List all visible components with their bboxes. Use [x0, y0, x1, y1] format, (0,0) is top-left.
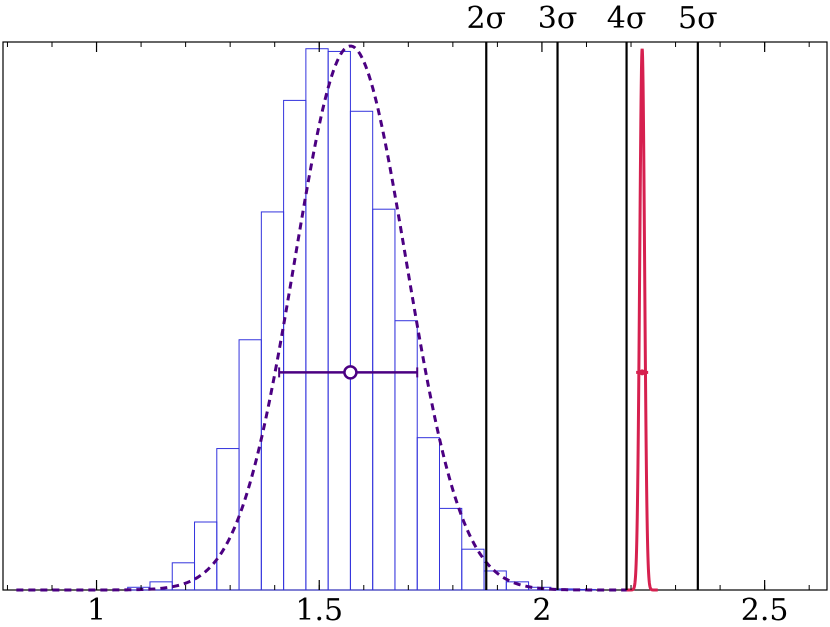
- x-tick-label: 1: [87, 593, 106, 627]
- sigma-label: 4σ: [607, 1, 647, 36]
- x-tick-label: 2: [532, 593, 551, 627]
- plot-frame: [2, 41, 828, 591]
- histogram-bar: [349, 110, 374, 591]
- x-tick-label: 2.5: [741, 593, 789, 627]
- histogram-bar: [572, 588, 596, 591]
- histogram-bar: [216, 448, 240, 591]
- histogram-bar: [461, 548, 485, 591]
- histogram-bar: [260, 211, 285, 591]
- measurement-curve: [626, 48, 658, 592]
- sigma-label: 5σ: [678, 1, 718, 36]
- sigma-lines: 2σ 3σ 4σ 5σ: [466, 1, 718, 590]
- fit-mean-marker: [343, 365, 358, 380]
- measurement-peak: [626, 48, 658, 592]
- x-tick-label: 1.5: [295, 593, 343, 627]
- histogram-bar: [372, 208, 396, 591]
- sigma-label: 2σ: [466, 1, 506, 36]
- gaussian-fit: [16, 44, 632, 592]
- histogram-bar: [416, 437, 440, 591]
- histogram-bar: [394, 320, 418, 591]
- sigma-label: 3σ: [538, 1, 578, 36]
- histogram-bar: [327, 50, 351, 591]
- x-axis-ticks: 1 1.5 2 2.5: [6, 42, 810, 627]
- histogram-bar: [194, 521, 218, 591]
- measurement-marker: [639, 369, 646, 376]
- histogram-bar: [483, 570, 507, 591]
- histogram-bar: [238, 339, 262, 591]
- histogram-bar: [438, 507, 463, 591]
- fit-curve: [16, 44, 632, 592]
- histogram-bar: [283, 99, 307, 591]
- histogram: [127, 48, 596, 591]
